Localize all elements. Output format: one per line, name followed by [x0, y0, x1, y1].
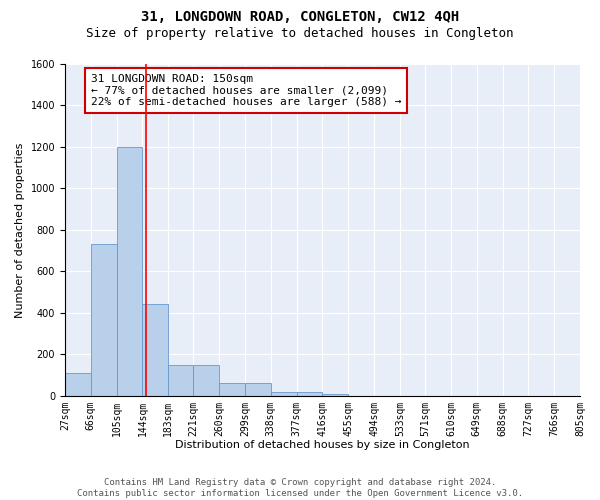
Bar — [322, 394, 348, 396]
Bar — [193, 364, 219, 396]
Bar — [91, 244, 116, 396]
Text: 31, LONGDOWN ROAD, CONGLETON, CW12 4QH: 31, LONGDOWN ROAD, CONGLETON, CW12 4QH — [141, 10, 459, 24]
X-axis label: Distribution of detached houses by size in Congleton: Distribution of detached houses by size … — [175, 440, 470, 450]
Bar — [116, 147, 142, 396]
Bar — [65, 373, 91, 396]
Text: 31 LONGDOWN ROAD: 150sqm
← 77% of detached houses are smaller (2,099)
22% of sem: 31 LONGDOWN ROAD: 150sqm ← 77% of detach… — [91, 74, 401, 107]
Bar — [219, 384, 245, 396]
Bar — [245, 384, 271, 396]
Bar — [271, 392, 296, 396]
Bar — [296, 392, 322, 396]
Bar — [142, 304, 168, 396]
Text: Contains HM Land Registry data © Crown copyright and database right 2024.
Contai: Contains HM Land Registry data © Crown c… — [77, 478, 523, 498]
Text: Size of property relative to detached houses in Congleton: Size of property relative to detached ho… — [86, 28, 514, 40]
Y-axis label: Number of detached properties: Number of detached properties — [15, 142, 25, 318]
Bar — [168, 364, 193, 396]
